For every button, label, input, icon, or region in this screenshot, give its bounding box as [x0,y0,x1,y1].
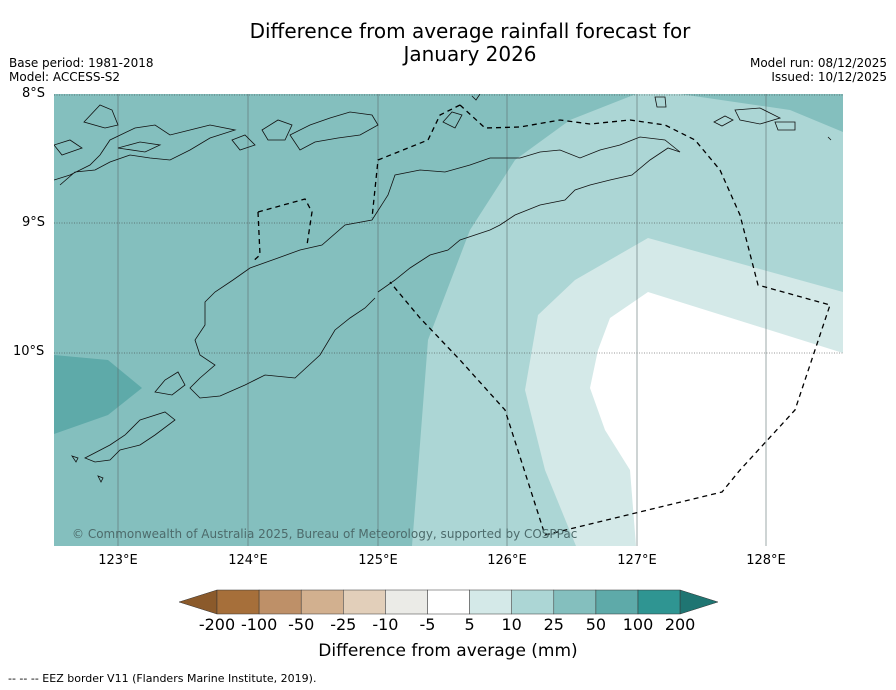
chart-title: Difference from average rainfall forecas… [0,20,896,66]
lon-label-127e: 127°E [617,553,657,568]
lon-label-125e: 125°E [358,553,398,568]
colorbar-tick-label: -200 [198,615,236,634]
lat-label-8s: 8°S [22,86,46,101]
colorbar-segment [258,589,302,615]
colorbar-segment [343,589,386,615]
meta-right: Model run: 08/12/2025 Issued: 10/12/2025 [750,56,887,84]
colorbar-tick-label: 5 [464,615,475,634]
colorbar-segment [553,589,597,615]
title-line-1: Difference from average rainfall forecas… [249,19,691,43]
title-line-2: January 2026 [403,42,537,66]
copyright-text: © Commonwealth of Australia 2025, Bureau… [72,527,577,541]
coastlines [54,94,832,483]
colorbar-segment [511,589,555,615]
lat-label-9s: 9°S [22,215,46,230]
colorbar-tick-label: -25 [330,615,357,634]
colorbar-tick-label: 10 [501,615,522,634]
region-near-average [590,292,843,546]
lat-label-10s: 10°S [13,344,45,359]
colorbar-tick-label: -5 [419,615,436,634]
issued-date: Issued: 10/12/2025 [771,70,887,84]
model-run: Model run: 08/12/2025 [749,56,887,70]
eez-border [251,104,831,536]
colorbar-segment [637,589,681,615]
colorbar-segment [216,589,260,615]
meta-left: Base period: 1981-2018 Model: ACCESS-S2 [9,56,154,84]
colorbar-segment [385,589,428,615]
colorbar-segment [300,589,344,615]
colorbar-segments [178,589,719,615]
colorbar-tick-label: 50 [585,615,607,634]
colorbar-segment [469,589,512,615]
colorbar-tick-label: 25 [543,615,564,634]
colorbar-over-arrow [679,589,719,615]
colorbar-label: Difference from average (mm) [318,641,578,661]
base-period: Base period: 1981-2018 [9,56,154,70]
colorbar-under-arrow [178,589,218,615]
lon-label-128e: 128°E [746,553,786,568]
colorbar-tick-label: -100 [240,615,278,634]
colorbar-segment [427,589,470,615]
eez-footnote: -- -- -- EEZ border V11 (Flanders Marine… [8,672,317,685]
region-50-to-100 [54,355,142,434]
colorbar-segment [595,589,639,615]
colorbar-tick-label: 100 [622,615,654,634]
lon-label-123e: 123°E [98,553,138,568]
lon-label-124e: 124°E [228,553,268,568]
gridlines [117,94,767,546]
colorbar-tick-label: -10 [372,615,399,634]
model-name: Model: ACCESS-S2 [9,70,121,84]
region-25-to-50-ne [680,94,843,132]
colorbar-ticks: -200 -100 -50 -25 -10 -5 5 10 25 50 100 200 [0,615,896,635]
colorbar-tick-label: -50 [288,615,315,634]
lon-label-126e: 126°E [487,553,527,568]
colorbar-tick-label: 200 [664,615,696,634]
